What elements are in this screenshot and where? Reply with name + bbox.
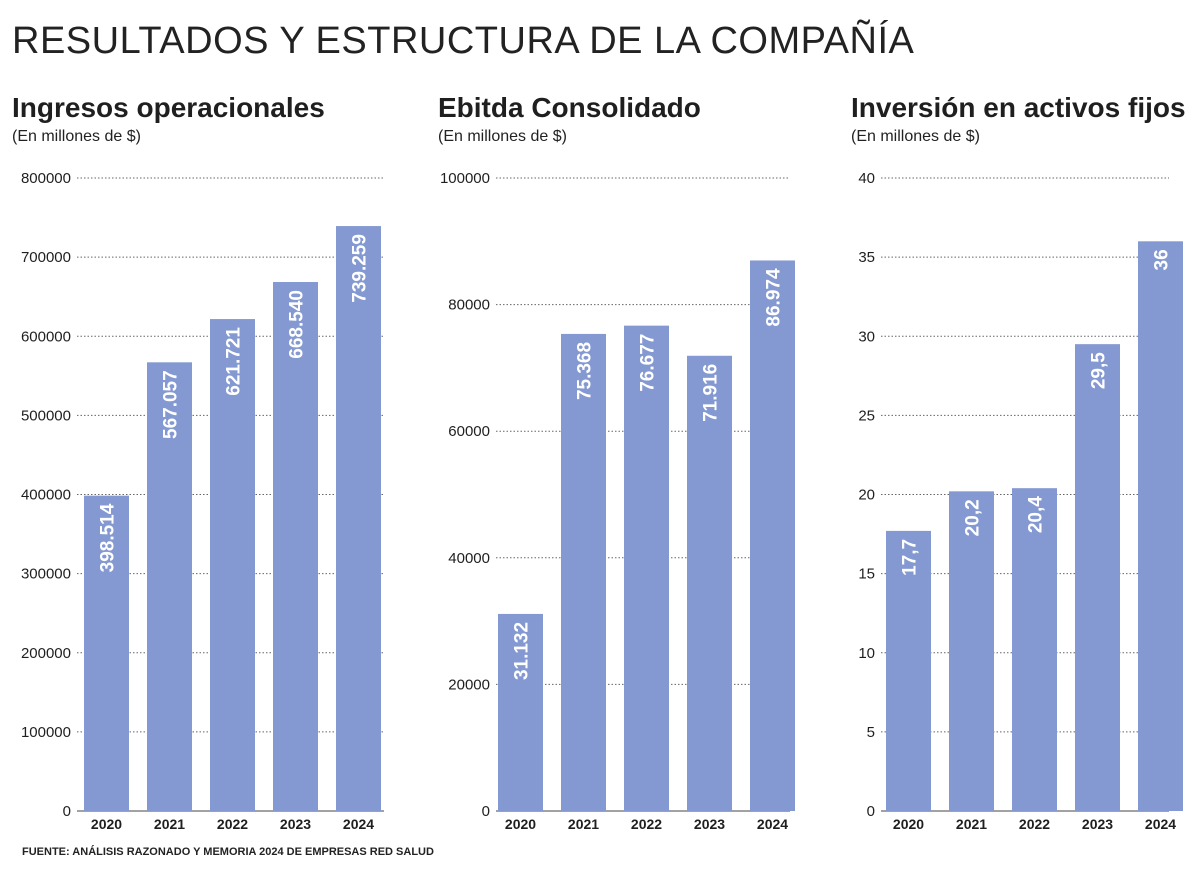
bar-value-label: 36 [1152,249,1173,270]
bar-value-label: 739.259 [350,234,371,303]
chart-ebitda: 0 20000 40000 60000 80000 100000 31.132 2020 75.… [440,170,795,832]
y-tick-label: 100000 [440,170,490,187]
y-tick-label: 500000 [21,407,71,424]
y-tick-label: 30 [858,328,875,345]
y-tick-label: 15 [858,566,875,583]
x-tick-label: 2024 [1145,816,1176,832]
x-tick-label: 2020 [505,816,536,832]
bar [624,325,669,811]
y-tick-label: 25 [858,407,875,424]
bar [750,260,795,811]
bar-value-label: 71.916 [701,364,722,422]
bar [949,491,994,811]
x-tick-label: 2024 [757,816,788,832]
bar-value-label: 29,5 [1089,352,1110,389]
chart-subtitle: (En millones de $) [438,128,567,145]
y-tick-label: 5 [867,724,875,741]
bar [1075,344,1120,811]
bar [84,495,129,811]
chart-title: Ebitda Consolidado [438,92,701,123]
bar [1138,241,1183,812]
y-tick-label: 0 [482,803,490,820]
bar-value-label: 75.368 [575,342,596,400]
bar-value-label: 621.721 [224,327,245,396]
chart-inversion: 0 5 10 15 20 25 30 35 40 17,7 2020 20,2 2021 20,4 2022… [858,170,1183,832]
bar [1012,488,1057,811]
x-tick-label: 2023 [280,816,311,832]
x-tick-label: 2024 [343,816,374,832]
page-title: RESULTADOS Y ESTRUCTURA DE LA COMPAÑÍA [12,20,915,62]
bar-value-label: 20,2 [963,499,984,536]
source-note: FUENTE: ANÁLISIS RAZONADO Y MEMORIA 2024… [22,846,434,858]
y-tick-label: 300000 [21,566,71,583]
x-tick-label: 2022 [217,816,248,832]
x-tick-label: 2022 [631,816,662,832]
x-tick-label: 2023 [694,816,725,832]
bar [336,226,381,812]
bar [687,355,732,811]
chart-panel-inversion: Inversión en activos fijos (En millones … [851,92,1200,852]
y-tick-label: 35 [858,249,875,266]
y-tick-label: 20 [858,487,875,504]
bar-value-label: 76.677 [638,334,659,392]
y-tick-label: 400000 [21,487,71,504]
chart-ingresos: 0 100000 200000 300000 400000 500000 600000 700… [21,170,384,832]
x-tick-label: 2021 [568,816,599,832]
chart-subtitle: (En millones de $) [12,128,141,145]
bar [273,282,318,812]
y-tick-label: 40000 [448,550,490,567]
y-tick-label: 10 [858,645,875,662]
x-tick-label: 2021 [154,816,185,832]
chart-subtitle: (En millones de $) [851,128,980,145]
chart-panel-ingresos: Ingresos operacionales (En millones de $… [12,92,402,852]
bar [210,319,255,811]
x-tick-label: 2023 [1082,816,1113,832]
y-tick-label: 200000 [21,645,71,662]
x-tick-label: 2022 [1019,816,1050,832]
y-tick-label: 60000 [448,423,490,440]
y-tick-label: 40 [858,170,875,187]
x-tick-label: 2020 [91,816,122,832]
bar-value-label: 86.974 [764,268,785,327]
bar-value-label: 31.132 [512,622,533,680]
y-tick-label: 0 [63,803,71,820]
bar-value-label: 668.540 [287,290,308,359]
y-tick-label: 800000 [21,170,71,187]
bar-value-label: 17,7 [900,539,921,576]
x-tick-label: 2020 [893,816,924,832]
y-tick-label: 700000 [21,249,71,266]
bar-value-label: 20,4 [1026,496,1047,533]
y-tick-label: 80000 [448,297,490,314]
bar-value-label: 398.514 [98,503,119,572]
y-tick-label: 20000 [448,676,490,693]
chart-title: Inversión en activos fijos [851,92,1186,123]
y-tick-label: 0 [867,803,875,820]
bar [147,362,192,811]
y-tick-label: 600000 [21,328,71,345]
bar-value-label: 567.057 [161,370,182,439]
bar [886,530,931,811]
y-tick-label: 100000 [21,724,71,741]
x-tick-label: 2021 [956,816,987,832]
bar [561,333,606,811]
bar [498,613,543,811]
chart-title: Ingresos operacionales [12,92,325,123]
